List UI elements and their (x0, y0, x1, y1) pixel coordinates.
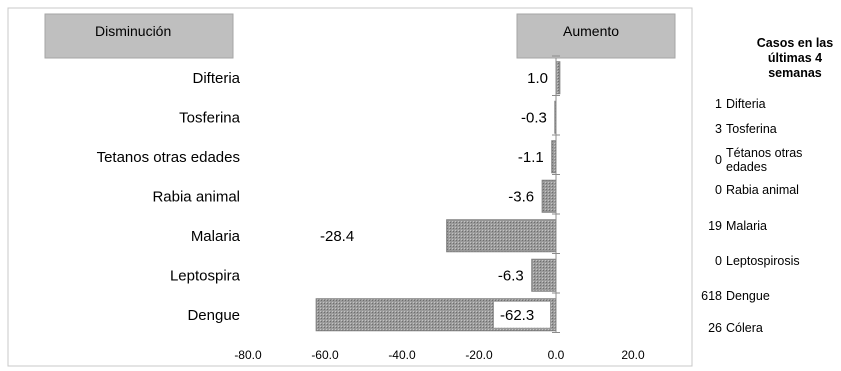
bar-0 (555, 61, 561, 95)
header-decrease: Disminución (95, 23, 171, 39)
bar-5 (531, 258, 557, 292)
value-label-6: -62.3 (500, 307, 534, 324)
side-table-title: Casos en las últimas 4 semanas (756, 36, 834, 80)
value-label-2: -1.1 (518, 149, 544, 166)
side-table-count: 0 (715, 183, 722, 197)
value-label-0: 1.0 (527, 70, 548, 87)
header-increase: Aumento (563, 23, 619, 39)
category-label-4: Malaria (191, 228, 241, 245)
side-table-row: 1 Difteria (690, 97, 840, 111)
side-table-name: Leptospirosis (726, 254, 800, 268)
side-table-name: Tosferina (726, 122, 777, 136)
side-table-name: Cólera (726, 321, 763, 335)
value-label-3: -3.6 (508, 188, 534, 205)
side-table-count: 26 (708, 321, 722, 335)
value-label-box-6 (494, 301, 550, 328)
header-increase-box (516, 13, 676, 59)
category-label-5: Leptospira (170, 267, 241, 284)
bar-3 (541, 179, 557, 213)
category-label-3: Rabia animal (152, 188, 240, 205)
side-table-count: 0 (715, 153, 722, 167)
category-label-0: Difteria (192, 70, 240, 87)
category-label-6: Dengue (187, 307, 240, 324)
side-table-row: 0 Rabia animal (690, 183, 840, 197)
value-label-4: -28.4 (320, 228, 354, 245)
category-label-2: Tetanos otras edades (97, 149, 240, 166)
header-decrease-box (44, 13, 234, 59)
side-table-row: 19 Malaria (690, 219, 840, 233)
side-table-name: Difteria (726, 97, 766, 111)
bar-4 (446, 219, 557, 253)
side-table-name: Malaria (726, 219, 767, 233)
side-table-row: 618 Dengue (690, 289, 840, 303)
chart: Disminución Aumento Difteria 1.0 Tosferina… (7, 7, 693, 367)
side-table-name: Rabia animal (726, 183, 799, 197)
side-table-count: 618 (701, 289, 722, 303)
side-table-row: 0 Leptospirosis (690, 254, 840, 268)
side-table-count: 1 (715, 97, 722, 111)
x-tick-label-0: -80.0 (234, 348, 262, 362)
side-table-row: 3 Tosferina (690, 122, 840, 136)
side-table-row: 0 Tétanos otras edades (690, 146, 840, 174)
x-tick-label-5: 20.0 (621, 348, 645, 362)
x-tick-label-4: 0.0 (548, 348, 565, 362)
value-label-5: -6.3 (498, 267, 524, 284)
value-label-1: -0.3 (521, 109, 547, 126)
x-tick-label-1: -60.0 (311, 348, 339, 362)
category-label-1: Tosferina (179, 109, 241, 126)
side-table-count: 19 (708, 219, 722, 233)
x-tick-label-2: -40.0 (388, 348, 416, 362)
x-tick-label-3: -20.0 (465, 348, 493, 362)
bar-2 (551, 140, 557, 174)
side-table-row: 26 Cólera (690, 321, 840, 335)
side-table-name: Dengue (726, 289, 770, 303)
side-table-count: 3 (715, 122, 722, 136)
side-table-name: Tétanos otras edades (726, 146, 803, 174)
side-table-count: 0 (715, 254, 722, 268)
